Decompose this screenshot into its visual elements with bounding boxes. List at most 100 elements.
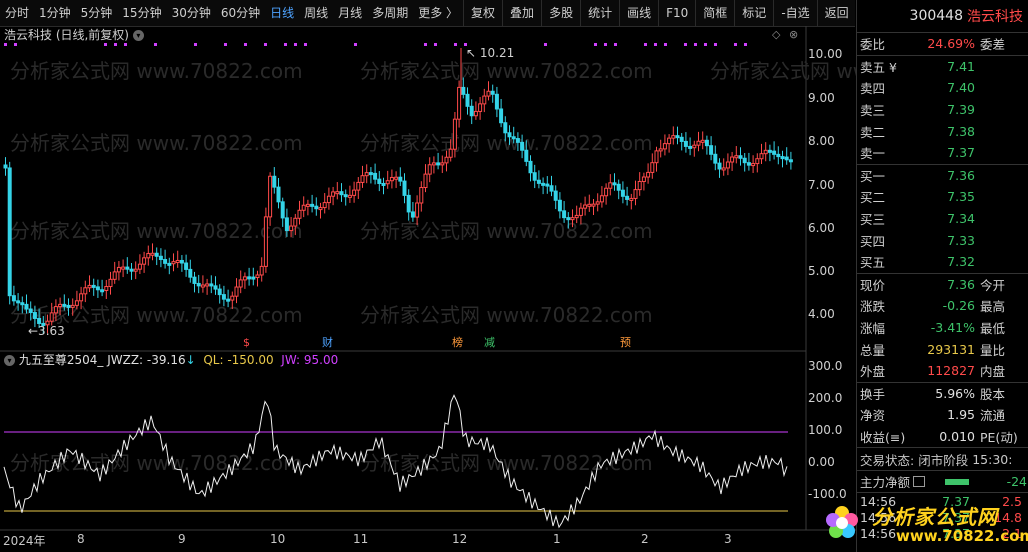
candle-body xyxy=(655,151,658,163)
price-tick: 6.00 xyxy=(808,221,856,235)
candle-body xyxy=(575,215,578,217)
bid-book: 买一 7.36 买二 7.35 买三 7.34 买四 7.33 买五 7.32 xyxy=(857,165,1028,273)
candle-body xyxy=(512,137,515,139)
candle-body xyxy=(693,145,696,148)
candle-body xyxy=(231,296,234,300)
candle-body xyxy=(705,140,708,145)
ask-row: 卖三 7.39 xyxy=(857,99,1028,121)
bid-row-label: 买三 xyxy=(860,209,900,228)
list-icon[interactable] xyxy=(913,476,925,487)
candle-body xyxy=(567,218,570,220)
candle-body xyxy=(474,111,477,115)
fund-row-label: 收益(≡) xyxy=(860,427,900,446)
candle-body xyxy=(651,163,654,173)
date-tick: 9 xyxy=(178,532,186,546)
event-marker[interactable]: 榜 xyxy=(452,335,463,349)
watermark-text: 分析家公式网 www.70822.com xyxy=(10,219,303,243)
candle-body xyxy=(735,156,738,158)
candle-body xyxy=(273,176,276,187)
site-logo: 分析家公式网 www.70822.com xyxy=(818,497,1026,549)
price-tick: 8.00 xyxy=(808,134,856,148)
candle-body xyxy=(495,94,498,109)
indicator-tick: 100.0 xyxy=(808,423,856,437)
chevron-down-icon[interactable]: ▾ xyxy=(133,30,144,41)
bid-row-value: 7.34 xyxy=(900,211,975,226)
trade-status-label: 交易状态: xyxy=(860,450,914,469)
candle-body xyxy=(201,285,204,287)
indicator-name[interactable]: 九五至尊2504_ xyxy=(19,353,104,367)
close-icon[interactable]: ⊗ xyxy=(789,28,798,41)
candle-body xyxy=(563,211,566,218)
fund-row: 净资 1.95 流通 xyxy=(857,404,1028,426)
event-marker[interactable]: 预 xyxy=(620,336,631,349)
chevron-down-icon[interactable]: ▾ xyxy=(4,355,15,366)
candle-body xyxy=(680,137,683,141)
signal-dot xyxy=(264,43,267,46)
date-tick: 8 xyxy=(77,532,85,546)
jw-value: 95.00 xyxy=(304,353,338,367)
watermark-text: 分析家公式网 www.70822.com xyxy=(360,303,653,327)
candle-body xyxy=(332,192,335,196)
ql-label: QL: xyxy=(203,353,223,367)
candle-body xyxy=(508,133,511,137)
candle-body xyxy=(722,168,725,170)
candle-body xyxy=(390,177,393,180)
stock-title: 浩云科技 (日线,前复权) xyxy=(4,28,129,42)
event-marker[interactable]: $ xyxy=(243,336,250,349)
candle-body xyxy=(516,139,519,143)
watermark-text: 分析家公式网 www.70822.com xyxy=(10,59,303,83)
candle-body xyxy=(701,140,704,142)
candle-body xyxy=(605,188,608,195)
watermark-text: 分析家公式网 www.70822.com xyxy=(360,219,653,243)
ask-book: 卖五 ¥ 7.41 卖四 7.40 卖三 7.39 卖二 7.38 卖一 7.37 xyxy=(857,56,1028,164)
candle-body xyxy=(399,177,402,181)
indicator-tick: 200.0 xyxy=(808,391,856,405)
candle-body xyxy=(193,277,196,283)
trade-status-row: 交易状态: 闭市阶段 15:30: xyxy=(857,448,1028,470)
diamond-icon[interactable]: ◇ xyxy=(772,28,781,41)
signal-dot xyxy=(284,43,287,46)
candle-body xyxy=(80,294,83,301)
candle-body xyxy=(542,183,545,185)
stat-row: 总量 293131 量比 xyxy=(857,338,1028,360)
price-stats: 现价 7.36 今开 涨跌 -0.26 最高 涨幅 -3.41% 最低 总量 293131 量比 外盘 1… xyxy=(857,274,1028,382)
stat-row-label2: 今开 xyxy=(975,275,1005,294)
ask-row-label: 卖一 xyxy=(860,143,900,162)
candle-body xyxy=(239,280,242,287)
candle-body xyxy=(21,303,24,305)
logo-title: 分析家公式网 xyxy=(872,501,998,530)
candle-body xyxy=(29,309,32,313)
date-tick: 1 xyxy=(553,532,561,546)
candle-body xyxy=(336,192,339,194)
stat-row-label2: 量比 xyxy=(975,340,1005,359)
price-tick: 9.00 xyxy=(808,91,856,105)
ask-row-value: 7.40 xyxy=(900,80,975,95)
candle-body xyxy=(752,164,755,166)
trade-status: 闭市阶段 xyxy=(918,450,968,469)
kline-chart[interactable]: 分析家公式网 www.70822.com 分析家公式网 www.70822.com… xyxy=(0,0,856,552)
bid-row: 买三 7.34 xyxy=(857,208,1028,230)
fund-row-value: 5.96% xyxy=(900,386,975,401)
candle-body xyxy=(760,154,763,159)
bid-row-value: 7.35 xyxy=(900,189,975,204)
candle-body xyxy=(113,272,116,279)
candle-body xyxy=(168,263,171,265)
candle-body xyxy=(504,123,507,133)
candle-body xyxy=(449,149,452,157)
candle-body xyxy=(458,87,461,119)
event-marker[interactable]: 财 xyxy=(322,335,333,349)
signal-dot xyxy=(434,43,437,46)
low-price-label: ←3.63 xyxy=(28,324,65,338)
event-marker[interactable]: 减 xyxy=(484,336,495,349)
candle-body xyxy=(768,150,771,152)
price-tick: 4.00 xyxy=(808,307,856,321)
candle-body xyxy=(554,191,557,200)
candle-body xyxy=(684,141,687,146)
candle-body xyxy=(306,204,309,206)
stat-row-label2: 内盘 xyxy=(975,361,1005,380)
fund-row-label2: 股本 xyxy=(975,384,1005,403)
candle-body xyxy=(453,119,456,149)
watermark-text: 分析家公式网 www.70822.com xyxy=(710,59,856,83)
trade-time: 15:30: xyxy=(972,452,1012,467)
candle-body xyxy=(537,180,540,183)
